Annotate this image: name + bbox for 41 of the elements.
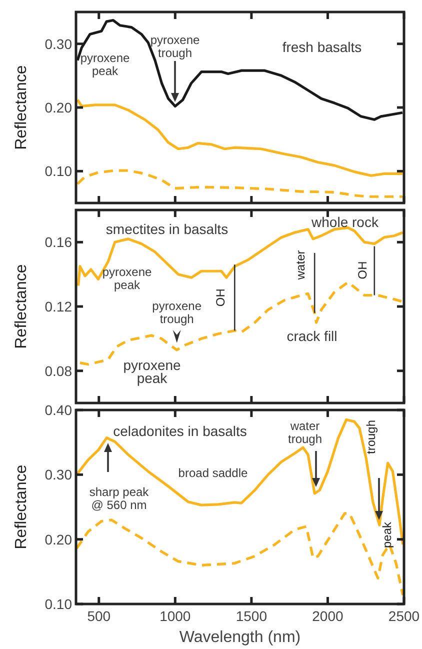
y-tick-label: 0.30 [44,36,72,52]
line-series [76,169,404,198]
text: celadonites in basalts [113,423,247,439]
annotation: pyroxene trough [152,298,202,326]
line-series [75,418,404,546]
series-label: crack fill [286,328,338,344]
y-tick-label: 0.10 [44,596,72,612]
y-tick-label: 0.20 [44,100,72,116]
line-series [76,98,404,177]
annotation: peak [380,520,394,548]
annotation: pyroxene peak [102,265,152,292]
text: smectites in basalts [106,221,228,237]
x-tick-label: 1000 [160,608,191,624]
x-tick-label: 500 [87,608,111,624]
annotation: OH [214,288,228,307]
y-axis-title: Reflectance [13,464,30,550]
x-tick-label: 2500 [388,608,420,624]
annotation: trough [364,420,378,454]
annotation: pyroxene trough [150,33,200,60]
annotation: water [294,250,308,281]
line-series [75,512,404,596]
annotation: broad saddle [178,466,248,480]
annotation: OH [355,261,370,280]
y-axis-title: Reflectance [13,65,30,150]
y-tick-label: 0.40 [44,402,72,418]
series-label: whole rock [310,214,380,230]
x-tick-label: 1500 [236,608,268,624]
annotation: pyroxene peak [80,51,130,78]
y-tick-label: 0.12 [44,298,72,314]
x-axis-title: Wavelength (nm) [179,629,301,646]
y-tick-label: 0.10 [44,163,72,180]
y-tick-label: 0.30 [44,466,72,483]
annotation: sharp peak @ 560 nm [89,485,150,512]
y-tick-label: 0.16 [44,234,72,250]
x-tick-label: 2000 [312,608,344,624]
y-axis-title: Reflectance [13,264,30,349]
annotation: water trough [288,419,322,446]
text: fresh basalts [282,39,362,55]
y-tick-label: 0.20 [44,531,72,548]
annotation: pyroxene peak [123,357,182,386]
y-tick-label: 0.08 [44,362,72,379]
